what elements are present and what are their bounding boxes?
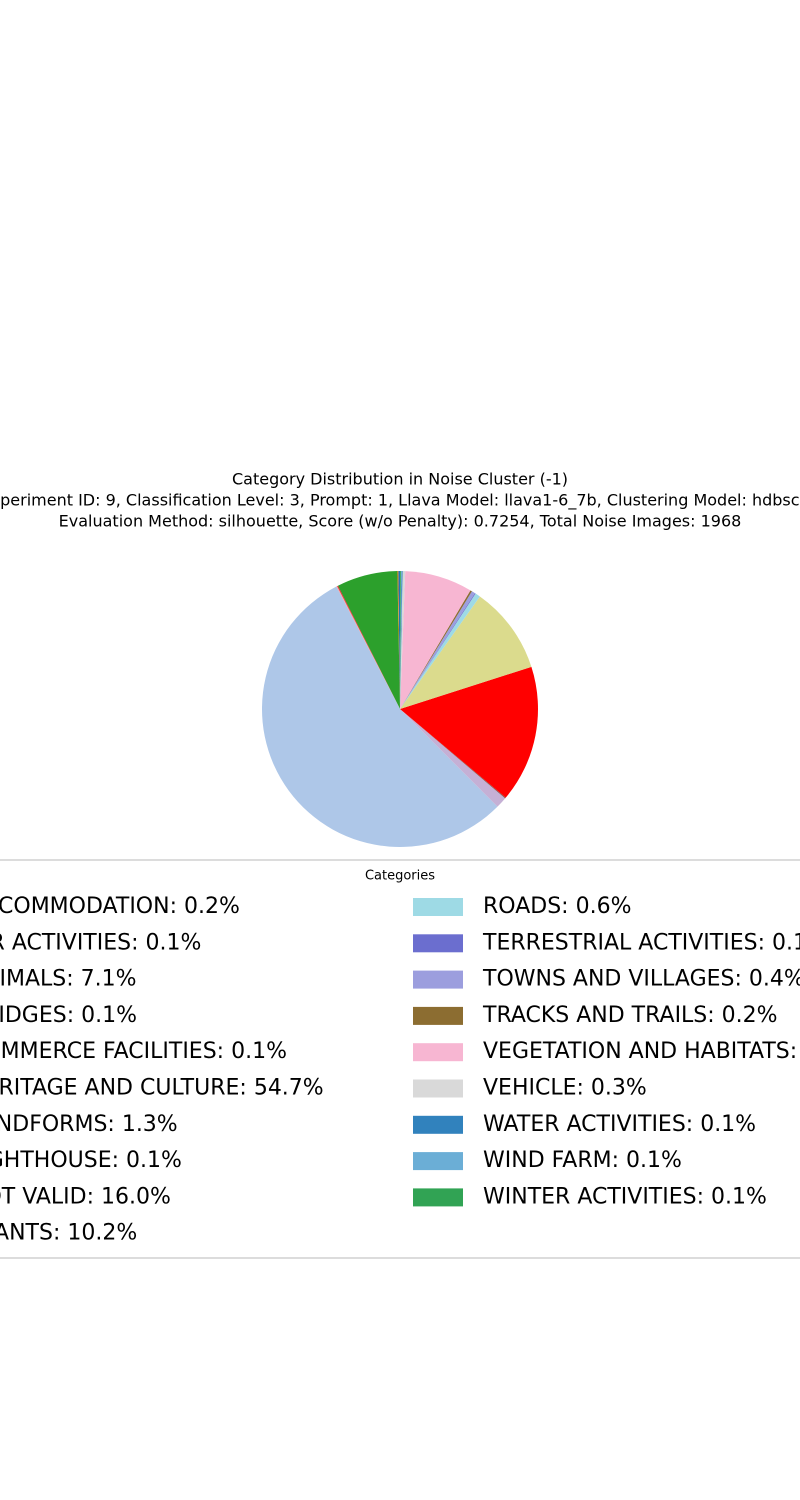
legend-swatch <box>413 1079 463 1098</box>
legend-swatch <box>413 898 463 916</box>
legend-swatch <box>413 1188 463 1207</box>
chart-subtitle: Evaluation Method: silhouette, Score (w/… <box>59 512 742 531</box>
pie-slice <box>336 586 400 709</box>
pie-slice <box>400 709 506 799</box>
legend-label: LANDFORMS: 1.3% <box>0 1112 178 1137</box>
pie-slice <box>262 586 498 847</box>
legend-title: Categories <box>365 869 435 884</box>
pie-slice <box>398 571 400 709</box>
legend-label: WIND FARM: 0.1% <box>483 1148 682 1173</box>
pie-slice <box>400 709 506 807</box>
legend-label: ACCOMMODATION: 0.2% <box>0 894 240 919</box>
pie-slice <box>337 585 400 709</box>
legend-swatch <box>413 1152 463 1171</box>
legend-label: WINTER ACTIVITIES: 0.1% <box>483 1184 767 1209</box>
pie-slice <box>400 590 472 709</box>
legend-label: ANIMALS: 7.1% <box>0 967 137 992</box>
pie-slice <box>400 591 475 709</box>
legend-swatch <box>413 970 463 989</box>
legend-label: AIR ACTIVITIES: 0.1% <box>0 930 201 955</box>
pie-slice <box>400 666 538 798</box>
legend-label: TERRESTRIAL ACTIVITIES: 0.1% <box>482 930 800 955</box>
legend-swatch <box>413 1006 463 1025</box>
pie-slice <box>400 596 532 709</box>
pie-slice <box>400 571 403 709</box>
legend-label: VEGETATION AND HABITATS: 7.9% <box>483 1039 800 1064</box>
legend-label: LIGHTHOUSE: 0.1% <box>0 1148 182 1173</box>
legend-label: HERITAGE AND CULTURE: 54.7% <box>0 1076 324 1101</box>
pie-slice <box>400 571 471 709</box>
legend-label: WATER ACTIVITIES: 0.1% <box>483 1112 756 1137</box>
legend-label: NOT VALID: 16.0% <box>0 1184 171 1209</box>
pie-slice <box>397 571 400 709</box>
legend-label: COMMERCE FACILITIES: 0.1% <box>0 1039 287 1064</box>
legend-label: TOWNS AND VILLAGES: 0.4% <box>482 967 800 992</box>
pie-slice <box>400 571 402 709</box>
chart-title: Category Distribution in Noise Cluster (… <box>232 470 568 489</box>
pie-slice <box>400 593 476 709</box>
pie-slice <box>400 571 401 709</box>
chart-subtitle: Experiment ID: 9, Classification Level: … <box>0 491 800 511</box>
pie-slice <box>400 593 480 709</box>
legend-label: PLANTS: 10.2% <box>0 1221 137 1246</box>
legend-swatch <box>413 1115 463 1134</box>
legend-label: ROADS: 0.6% <box>483 894 631 919</box>
legend-label: VEHICLE: 0.3% <box>483 1076 647 1101</box>
pie-slice <box>337 571 400 709</box>
pie-slice <box>400 571 406 709</box>
legend-swatch <box>413 934 463 953</box>
legend-label: BRIDGES: 0.1% <box>0 1003 137 1028</box>
legend-label: TRACKS AND TRAILS: 0.2% <box>482 1003 778 1028</box>
legend-swatch <box>413 1043 463 1062</box>
